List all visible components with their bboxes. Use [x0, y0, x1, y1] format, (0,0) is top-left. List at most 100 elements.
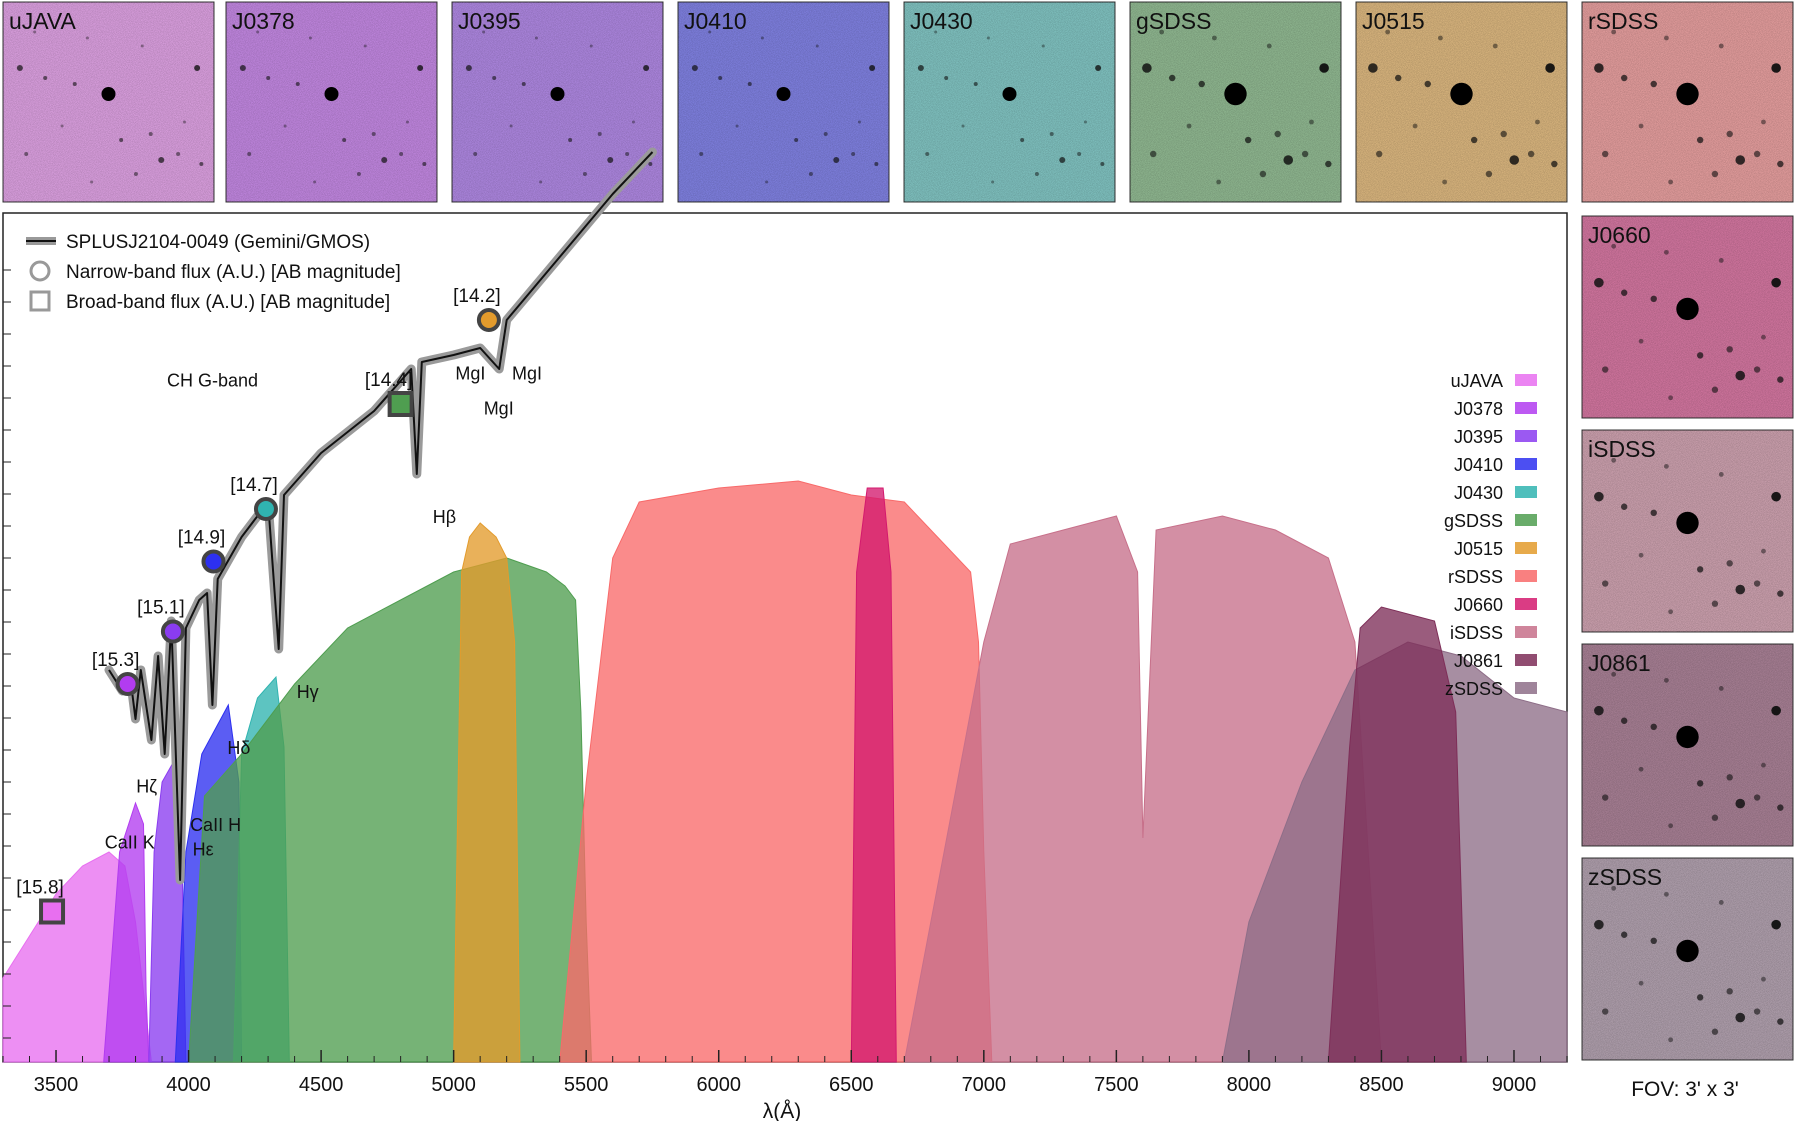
thumbnail-star	[72, 82, 77, 86]
x-tick-label: 7000	[962, 1074, 1007, 1096]
thumbnail-star	[1718, 472, 1724, 477]
thumbnail-star	[1621, 717, 1628, 724]
line-label: Hδ	[227, 738, 250, 758]
thumbnail-star	[1711, 600, 1719, 607]
thumbnail-label: iSDSS	[1588, 436, 1656, 462]
thumbnail-noise	[3, 2, 214, 202]
thumbnail-star	[1777, 804, 1784, 811]
thumbnail-star	[148, 132, 153, 136]
legend-entry-square: Broad-band flux (A.U.) [AB magnitude]	[29, 290, 390, 313]
legend-entry-circle: Narrow-band flux (A.U.) [AB magnitude]	[29, 260, 401, 283]
thumbnail-star	[1726, 130, 1733, 138]
filter-curve-J0861	[1327, 606, 1467, 1063]
legend-filter-swatch	[1515, 598, 1537, 610]
thumbnail-star	[85, 36, 89, 40]
thumbnail-star	[1274, 130, 1281, 138]
legend-filter-label: J0410	[1454, 455, 1503, 475]
narrow-band-marker	[160, 619, 185, 644]
thumbnail-star	[961, 124, 965, 128]
thumbnail-star	[1594, 277, 1604, 288]
legend-filter-label: J0378	[1454, 399, 1503, 419]
photometry-point-J0395: [15.1]	[137, 598, 185, 644]
legend-filter-swatch	[1515, 458, 1537, 470]
thumbnail-star	[1638, 552, 1644, 558]
thumbnail-star	[625, 152, 630, 156]
thumbnail-star	[1301, 150, 1309, 158]
thumbnail-star	[1442, 179, 1448, 185]
photometry-point-J0410: [14.9]	[178, 528, 226, 574]
legend-filter-swatch	[1515, 570, 1537, 582]
thumbnail-star	[1664, 891, 1669, 897]
thumbnail-star	[833, 157, 840, 163]
thumbnail-star	[691, 65, 698, 71]
photometry-point-J0430: [14.7]	[230, 475, 278, 521]
legend-filter-gSDSS: gSDSS	[1444, 511, 1537, 531]
thumbnail-label: J0378	[232, 8, 295, 34]
thumbnail-star	[857, 120, 861, 124]
thumbnail-star	[119, 138, 124, 142]
thumbnail-star	[1376, 150, 1383, 158]
thumbnail-star	[405, 120, 409, 124]
thumbnail-star	[1718, 43, 1724, 49]
thumbnail-star	[1771, 277, 1781, 288]
magnitude-label: [15.1]	[137, 598, 185, 619]
line-label: Hε	[193, 840, 214, 860]
legend-filter-iSDSS: iSDSS	[1450, 623, 1537, 643]
thumbnail-star	[1602, 580, 1609, 587]
thumbnail-star	[718, 76, 723, 80]
thumbnail-star	[90, 180, 94, 184]
thumbnail-star	[1696, 352, 1704, 359]
thumbnail-star	[16, 65, 23, 71]
legend-filter-label: J0395	[1454, 427, 1503, 447]
thumbnail-star	[1668, 1037, 1674, 1043]
thumbnail-star	[1224, 82, 1247, 106]
thumbnail-star	[363, 44, 367, 48]
thumbnail-star	[422, 162, 427, 166]
legend-filter-zSDSS: zSDSS	[1445, 679, 1537, 699]
thumbnail-star	[1777, 1018, 1784, 1025]
legend-filter-label: J0660	[1454, 595, 1503, 615]
thumbnail-J0378: J0378	[225, 1, 438, 203]
thumbnail-noise	[678, 2, 889, 202]
thumbnail-uJAVA: uJAVA	[2, 1, 215, 203]
thumbnail-star	[1711, 1028, 1719, 1035]
filter-curve-J0378	[103, 801, 150, 1063]
thumbnail-star	[1100, 162, 1105, 166]
line-label: CaII H	[190, 815, 241, 835]
thumbnail-star	[869, 65, 876, 71]
thumbnail-star	[133, 172, 138, 176]
thumbnail-star	[60, 124, 64, 128]
thumbnail-star	[1424, 80, 1431, 88]
thumbnail-star	[342, 138, 347, 142]
thumbnail-star	[1638, 766, 1644, 772]
thumbnail-star	[760, 36, 764, 40]
thumbnail-star	[1676, 939, 1699, 963]
thumbnail-star	[1621, 503, 1628, 510]
thumbnail-star	[539, 180, 543, 184]
thumbnail-star	[1650, 937, 1657, 945]
thumbnail-star	[1602, 150, 1609, 158]
thumbnail-star	[1650, 295, 1657, 303]
thumbnail-star	[991, 180, 995, 184]
thumbnail-star	[1753, 794, 1761, 801]
thumbnail-star	[1735, 584, 1746, 595]
thumbnail-star	[1500, 130, 1507, 138]
thumbnail-star	[1650, 723, 1657, 731]
thumbnail-star	[101, 87, 116, 101]
photometry-point-uJAVA: [15.8]	[16, 878, 66, 925]
legend-filter-swatch	[1515, 542, 1537, 554]
thumbnail-star	[1077, 152, 1082, 156]
thumbnail-star	[465, 65, 472, 71]
legend-filter-label: J0861	[1454, 651, 1503, 671]
narrow-band-marker	[253, 497, 278, 521]
thumbnail-star	[24, 152, 29, 156]
thumbnail-star	[1668, 179, 1674, 185]
thumbnail-star	[1664, 463, 1669, 469]
thumbnail-star	[1169, 74, 1176, 82]
thumbnail-star	[1621, 289, 1628, 296]
thumbnail-star	[324, 87, 339, 101]
legend-filter-swatch	[1515, 402, 1537, 414]
x-tick-label: 7500	[1094, 1074, 1139, 1096]
thumbnail-star	[1186, 123, 1192, 129]
thumbnail-star	[1668, 609, 1674, 615]
